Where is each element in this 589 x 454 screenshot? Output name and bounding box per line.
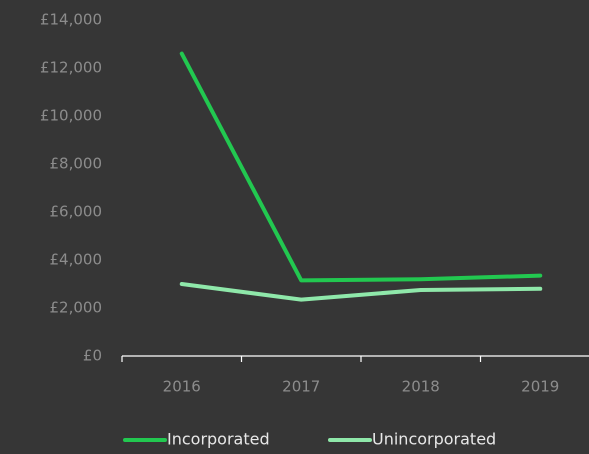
y-tick-label: £6,000	[50, 203, 103, 221]
series-line	[179, 51, 543, 283]
x-tick-label: 2017	[282, 378, 320, 396]
x-tick-label: 2019	[521, 378, 559, 396]
x-tick-label: 2016	[163, 378, 201, 396]
y-tick-label: £2,000	[50, 299, 103, 317]
y-tick-label: £8,000	[50, 155, 103, 173]
y-tick-label: £10,000	[40, 107, 102, 125]
series-line	[179, 282, 543, 302]
y-tick-label: £14,000	[40, 11, 102, 29]
legend-label: Incorporated	[167, 430, 270, 449]
y-tick-label: £12,000	[40, 59, 102, 77]
y-tick-label: £4,000	[50, 251, 103, 269]
x-tick-label: 2018	[402, 378, 440, 396]
y-tick-label: £0	[83, 347, 102, 365]
legend-label: Unincorporated	[372, 430, 496, 449]
